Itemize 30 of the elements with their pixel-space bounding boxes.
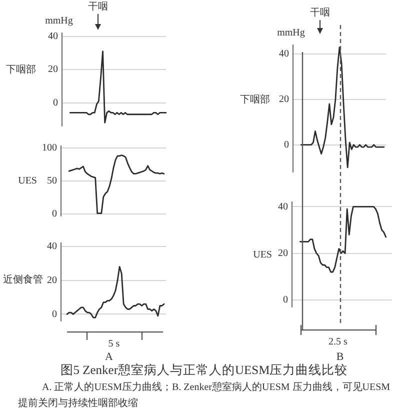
y-tick-label: 100: [42, 142, 57, 154]
text: mmHg: [277, 28, 305, 38]
y-tick-label: 40: [47, 240, 57, 252]
y-tick-label: 20: [47, 274, 57, 286]
y-axis-title: UES: [253, 250, 272, 260]
text: 5 s: [108, 338, 120, 350]
y-axis-title: 下咽部: [240, 94, 270, 106]
text: 图5 Zenker憩室病人与正常人的UESM压力曲线比较: [59, 363, 349, 378]
y-axis-title: 近侧食管: [3, 274, 43, 286]
y-tick-label: 0: [284, 139, 289, 150]
y-axis-title: 下咽部: [6, 64, 36, 76]
text: 干咽: [310, 8, 330, 18]
y-tick-label: 40: [48, 30, 58, 42]
y-tick-label: 0: [52, 308, 57, 320]
text: 干咽: [88, 2, 108, 12]
text: 2.5 s: [328, 336, 348, 348]
y-tick-label: 20: [278, 248, 288, 259]
y-tick-label: 20: [279, 94, 289, 105]
y-axis-title: UES: [18, 176, 37, 186]
text: B: [336, 350, 344, 364]
y-tick-label: 40: [279, 48, 289, 60]
text: A: [105, 350, 113, 364]
y-tick-label: 0: [283, 294, 288, 306]
text: mmHg: [45, 16, 73, 26]
y-tick-label: 0: [53, 96, 58, 108]
text: A. 正常人的UESM压力曲线；B. Zenker憩室病人的UESM 压力曲线，可见UESM提前关闭与持续性咽部收缩: [18, 380, 392, 411]
y-tick-label: 20: [48, 64, 58, 75]
y-tick-label: 0: [52, 208, 57, 220]
y-tick-label: 50: [47, 176, 57, 187]
y-tick-label: 40: [278, 201, 288, 212]
